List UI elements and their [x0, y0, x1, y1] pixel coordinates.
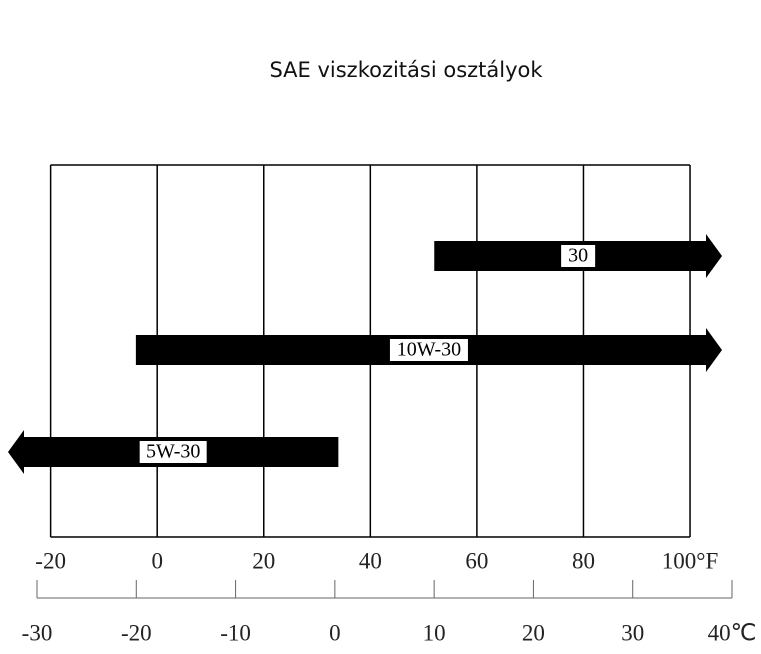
x2-tick-label: 40℃: [708, 620, 757, 645]
label-box: [561, 245, 596, 267]
x-tick-label: -20: [35, 548, 66, 573]
chart-title: SAE viszkozitási osztályok: [269, 58, 543, 82]
bar-label: 10W-30: [397, 339, 461, 361]
x-tick-label: 80: [572, 548, 595, 573]
x2-tick-label: 20: [522, 620, 545, 645]
x-tick-label: 20: [252, 548, 275, 573]
x-tick-label: 60: [465, 548, 488, 573]
bar-label: 30: [568, 245, 588, 267]
x2-tick-label: 30: [621, 620, 644, 645]
x-tick-label: 0: [151, 548, 163, 573]
x-tick-label: 100°F: [662, 548, 719, 573]
x-tick-label: 40: [359, 548, 382, 573]
bar-label: 5W-30: [146, 441, 200, 463]
x2-tick-label: -30: [22, 620, 53, 645]
x2-tick-label: -10: [220, 620, 251, 645]
label-box: [139, 441, 207, 463]
x2-tick-label: 10: [423, 620, 446, 645]
x2-tick-label: 0: [329, 620, 341, 645]
x2-tick-label: -20: [121, 620, 152, 645]
label-box: [389, 339, 468, 361]
